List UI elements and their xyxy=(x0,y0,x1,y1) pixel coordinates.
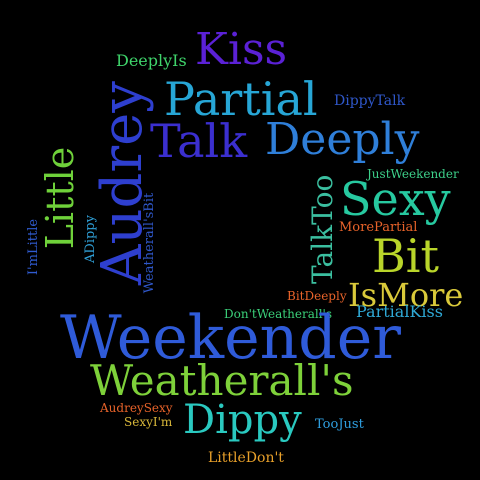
word-dontweatheralls: Don'tWeatherall's xyxy=(224,307,332,321)
word-weekender: Weekender xyxy=(60,303,401,373)
word-weatheralls: Weatherall's xyxy=(90,356,354,405)
word-talk: Talk xyxy=(150,114,248,168)
word-bit: Bit xyxy=(372,229,440,283)
word-partial: Partial xyxy=(164,72,318,126)
word-deeplyis: DeeplyIs xyxy=(116,51,187,70)
word-partialkiss: PartialKiss xyxy=(356,302,443,321)
word-little: Little xyxy=(38,146,82,250)
word-talktoo: TalkToo xyxy=(306,174,339,284)
word-sexy: Sexy xyxy=(340,172,451,226)
word-toojust: TooJust xyxy=(315,417,364,432)
word-dippy: Dippy xyxy=(183,397,302,443)
word-imlittle: I'mLittle xyxy=(26,218,41,276)
word-ismore: IsMore xyxy=(348,276,464,314)
word-morepartial: MorePartial xyxy=(339,220,418,235)
word-deeply: Deeply xyxy=(265,114,420,165)
word-littledont: LittleDon't xyxy=(208,450,284,466)
word-audreysexy: AudreySexy xyxy=(100,401,173,415)
word-adippy: ADippy xyxy=(83,215,98,263)
word-kiss: Kiss xyxy=(195,24,288,75)
word-dippytalk: DippyTalk xyxy=(334,93,406,109)
word-justweekender: JustWeekender xyxy=(367,167,459,181)
word-bitdeeply: BitDeeply xyxy=(287,289,347,303)
word-weatheralls-bit: Weatherall'sBit xyxy=(142,192,157,294)
word-sexyim: SexyI'm xyxy=(124,415,173,429)
